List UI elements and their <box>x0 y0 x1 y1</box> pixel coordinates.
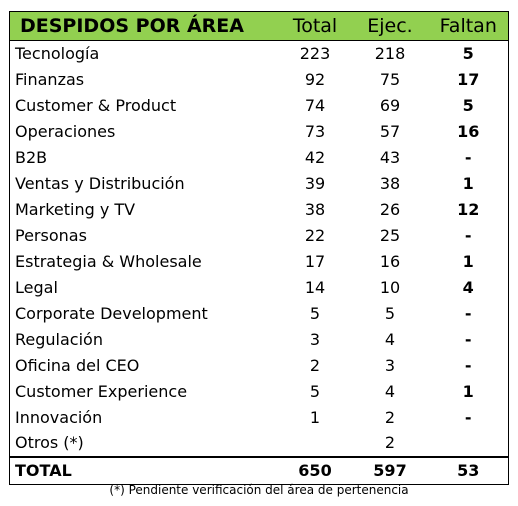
area-cell: Otros (*) <box>9 430 279 457</box>
faltan-cell: 1 <box>428 378 509 405</box>
table-row: Regulación 3 4 - <box>9 326 509 353</box>
total-cell: 1 <box>309 408 321 427</box>
totals-row: TOTAL 650 597 53 <box>9 455 509 485</box>
area-cell: Customer Experience <box>9 378 279 405</box>
totals-faltan: 53 <box>428 455 509 485</box>
ejecutados-cell: 57 <box>379 122 401 141</box>
ejecutados-cell: 4 <box>384 330 396 349</box>
ejecutados-cell: 75 <box>379 70 401 89</box>
totals-ejecutados: 597 <box>351 455 429 485</box>
faltan-cell: - <box>428 300 509 327</box>
faltan-cell: - <box>428 404 509 431</box>
total-cell: 17 <box>304 252 326 271</box>
header-total: Total <box>278 11 352 41</box>
area-cell: Personas <box>9 222 279 249</box>
ejecutados-cell: 4 <box>384 382 396 401</box>
header-faltan: Faltan <box>428 11 509 41</box>
totals-label: TOTAL <box>9 455 279 485</box>
faltan-cell: 5 <box>428 40 509 67</box>
area-cell: Tecnología <box>9 40 279 67</box>
header-ejecutados: Ejec. <box>351 11 429 41</box>
ejecutados-cell: 3 <box>384 356 396 375</box>
total-cell: 92 <box>304 70 326 89</box>
total-cell: 3 <box>309 330 321 349</box>
faltan-cell: - <box>428 326 509 353</box>
ejecutados-cell: 2 <box>384 433 396 452</box>
area-cell: Legal <box>9 274 279 301</box>
area-cell: Customer & Product <box>9 92 279 119</box>
total-cell: 2 <box>309 356 321 375</box>
area-cell: Finanzas <box>9 66 279 93</box>
faltan-cell: - <box>428 222 509 249</box>
table-row: Tecnología 223 218 5 <box>9 40 509 67</box>
table-row: Customer Experience 5 4 1 <box>9 378 509 405</box>
table-row: Marketing y TV 38 26 12 <box>9 196 509 223</box>
faltan-cell: 4 <box>428 274 509 301</box>
layoffs-by-area-table: DESPIDOS POR ÁREA Total Ejec. Faltan Tec… <box>9 11 509 485</box>
layoffs-table-container: DESPIDOS POR ÁREA Total Ejec. Faltan Tec… <box>9 11 509 485</box>
table-header: DESPIDOS POR ÁREA Total Ejec. Faltan <box>9 11 509 41</box>
table-row: Legal 14 10 4 <box>9 274 509 301</box>
header-area: DESPIDOS POR ÁREA <box>9 11 279 41</box>
area-cell: Estrategia & Wholesale <box>9 248 279 275</box>
table-footer: TOTAL 650 597 53 <box>9 455 509 485</box>
faltan-cell: - <box>428 352 509 379</box>
area-cell: Ventas y Distribución <box>9 170 279 197</box>
total-cell: 39 <box>304 174 326 193</box>
area-cell: B2B <box>9 144 279 171</box>
total-cell: 74 <box>304 96 326 115</box>
total-cell: 42 <box>304 148 326 167</box>
table-row: Innovación 1 2 - <box>9 404 509 431</box>
ejecutados-cell: 5 <box>384 304 396 323</box>
ejecutados-cell: 25 <box>379 226 401 245</box>
table-body: Tecnología 223 218 5 Finanzas 92 75 17 Customer … <box>9 40 509 457</box>
table-row: B2B 42 43 - <box>9 144 509 171</box>
total-cell: 5 <box>309 304 321 323</box>
faltan-cell: 17 <box>428 66 509 93</box>
ejecutados-cell: 38 <box>379 174 401 193</box>
ejecutados-cell: 10 <box>379 278 401 297</box>
area-cell: Regulación <box>9 326 279 353</box>
area-cell: Oficina del CEO <box>9 352 279 379</box>
table-row: Otros (*) 2 <box>9 430 509 457</box>
total-cell <box>279 431 352 457</box>
faltan-cell <box>428 430 509 457</box>
table-row: Operaciones 73 57 16 <box>9 118 509 145</box>
table-row: Customer & Product 74 69 5 <box>9 92 509 119</box>
total-cell: 223 <box>299 44 331 64</box>
total-cell: 38 <box>304 200 326 219</box>
area-cell: Innovación <box>9 404 279 431</box>
total-cell: 14 <box>304 278 326 297</box>
header-row: DESPIDOS POR ÁREA Total Ejec. Faltan <box>9 11 509 41</box>
table-row: Oficina del CEO 2 3 - <box>9 352 509 379</box>
faltan-cell: 1 <box>428 170 509 197</box>
faltan-cell: 16 <box>428 118 509 145</box>
faltan-cell: 5 <box>428 92 509 119</box>
table-row: Ventas y Distribución 39 38 1 <box>9 170 509 197</box>
total-cell: 5 <box>309 382 321 401</box>
total-cell: 22 <box>304 226 326 245</box>
ejecutados-cell: 16 <box>379 252 401 271</box>
ejecutados-cell: 2 <box>384 408 396 427</box>
total-cell: 73 <box>304 122 326 141</box>
totals-total: 650 <box>278 455 352 485</box>
ejecutados-cell: 69 <box>379 96 401 115</box>
ejecutados-cell: 218 <box>374 44 406 64</box>
table-row: Estrategia & Wholesale 17 16 1 <box>9 248 509 275</box>
table-row: Corporate Development 5 5 - <box>9 300 509 327</box>
area-cell: Corporate Development <box>9 300 279 327</box>
faltan-cell: 1 <box>428 248 509 275</box>
table-row: Finanzas 92 75 17 <box>9 66 509 93</box>
faltan-cell: - <box>428 144 509 171</box>
footnote: (*) Pendiente verificación del área de p… <box>109 483 409 497</box>
ejecutados-cell: 26 <box>379 200 401 219</box>
area-cell: Marketing y TV <box>9 196 279 223</box>
faltan-cell: 12 <box>428 196 509 223</box>
ejecutados-cell: 43 <box>379 148 401 167</box>
area-cell: Operaciones <box>9 118 279 145</box>
table-row: Personas 22 25 - <box>9 222 509 249</box>
